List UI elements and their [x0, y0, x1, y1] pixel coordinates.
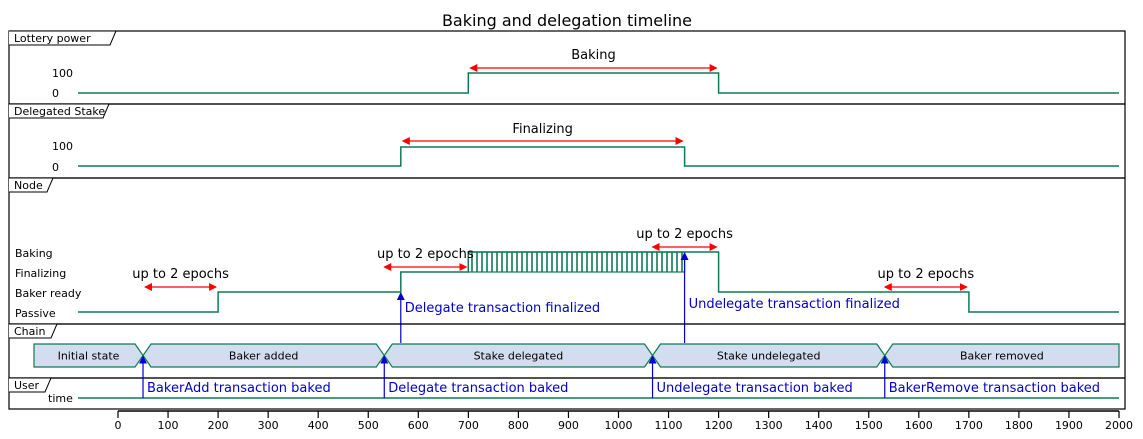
user-time-label: time [48, 392, 73, 405]
time-axis: 0 100 200 300 400 500 600 700 800 900 1000 1100 1200… [115, 410, 1133, 432]
baked-event-label: Undelegate transaction baked [657, 381, 853, 396]
baked-event-label: Delegate transaction baked [388, 381, 568, 396]
delegated-stake-signal [78, 146, 1119, 167]
diagram-title: Baking and delegation timeline [442, 11, 692, 30]
epoch-span-label: up to 2 epochs [878, 267, 975, 282]
panel-delegated: Delegated Stake 100 0 Finalizing [8, 103, 1126, 179]
baking-interval-label: Baking [571, 48, 616, 63]
panel-user: User time BakerAdd transaction baked Dele… [8, 355, 1126, 410]
node-state-signal [78, 251, 1119, 313]
panel-label-chain: Chain [14, 325, 45, 338]
axis-tick-label: 200 [208, 419, 229, 432]
axis-tick-label: 900 [558, 419, 579, 432]
panel-label-delegated: Delegated Stake [14, 105, 105, 118]
axis-tick-label: 700 [458, 419, 479, 432]
baked-event-label: BakerRemove transaction baked [889, 381, 1100, 396]
axis-tick-label: 2000 [1105, 419, 1133, 432]
panel-lottery: Lottery power 100 0 Baking [8, 30, 1126, 105]
axis-tick-label: 1900 [1055, 419, 1083, 432]
level-label: 0 [52, 87, 59, 100]
node-level-baker-ready: Baker ready [15, 287, 82, 300]
panel-tab [9, 103, 110, 119]
panel-tab [9, 377, 52, 393]
baked-event-label: BakerAdd transaction baked [147, 381, 331, 396]
axis-tick-label: 1700 [955, 419, 983, 432]
level-label: 100 [52, 67, 73, 80]
chain-state-shape [884, 343, 1120, 368]
axis-tick-label: 1100 [655, 419, 683, 432]
axis-tick-label: 400 [308, 419, 329, 432]
axis-tick-label: 1500 [855, 419, 883, 432]
axis-tick-label: 0 [115, 419, 122, 432]
level-label: 0 [52, 161, 59, 174]
finalized-event-label: Delegate transaction finalized [405, 301, 600, 316]
node-level-baking: Baking [15, 247, 53, 260]
panel-tab [9, 30, 117, 46]
node-level-passive: Passive [15, 307, 56, 320]
user-events: BakerAdd transaction baked Delegate trans… [139, 355, 1100, 398]
chain-state-label: Initial state [58, 350, 120, 363]
axis-tick-label: 300 [258, 419, 279, 432]
panel-label-user: User [14, 379, 40, 392]
chain-state-label: Stake undelegated [717, 350, 821, 363]
chain-states: Initial state Baker added Stake delegated S… [33, 343, 1120, 368]
lottery-power-signal [78, 72, 1119, 94]
panel-chain: Chain Initial state Baker added Stake dele… [8, 323, 1126, 379]
axis-tick-label: 1200 [705, 419, 733, 432]
node-level-finalizing: Finalizing [15, 267, 66, 280]
axis-tick-label: 1300 [755, 419, 783, 432]
epoch-span-label: up to 2 epochs [377, 247, 474, 262]
panel-label-lottery: Lottery power [14, 32, 91, 45]
axis-tick-label: 1000 [605, 419, 633, 432]
axis-tick-label: 100 [158, 419, 179, 432]
axis-tick-label: 600 [408, 419, 429, 432]
axis-tick-label: 1600 [905, 419, 933, 432]
epoch-span-label: up to 2 epochs [132, 267, 229, 282]
finalized-event-label: Undelegate transaction finalized [689, 297, 900, 312]
axis-tick-label: 800 [508, 419, 529, 432]
epoch-span-label: up to 2 epochs [636, 227, 733, 242]
chain-state-label: Baker added [229, 350, 299, 363]
panel-tab [9, 177, 54, 193]
hatched-transition [467, 251, 686, 273]
axis-tick-label: 1400 [805, 419, 833, 432]
node-spans: up to 2 epochs up to 2 epochs up to 2 epoc… [132, 227, 975, 291]
chain-state-label: Baker removed [960, 350, 1044, 363]
chain-state-label: Stake delegated [474, 350, 564, 363]
panel-tab [9, 323, 58, 339]
node-events: Delegate transaction finalized Undelegate… [396, 252, 900, 343]
panel-label-node: Node [14, 179, 43, 192]
level-label: 100 [52, 140, 73, 153]
panel-node: Node Baking Finalizing Baker ready Passi… [8, 177, 1126, 343]
axis-tick-label: 500 [358, 419, 379, 432]
finalizing-interval-label: Finalizing [512, 122, 573, 137]
axis-tick-label: 1800 [1005, 419, 1033, 432]
